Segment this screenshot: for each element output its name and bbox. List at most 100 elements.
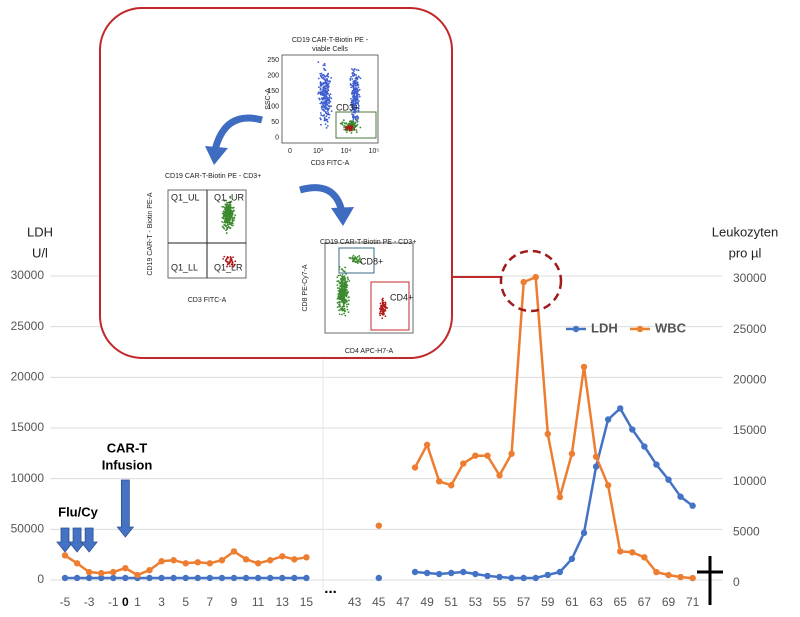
cyto-dot <box>342 278 345 280</box>
cyto-dot <box>324 105 327 108</box>
series-marker <box>230 548 238 555</box>
cyto-dot <box>347 299 350 302</box>
cyto-dot <box>324 107 327 110</box>
inset-text: 10⁴ <box>341 148 352 155</box>
cyto-dot <box>350 132 353 134</box>
cyto-dot <box>229 260 231 263</box>
cyto-dot <box>323 110 326 112</box>
inset-text: Q1_UR <box>214 192 245 202</box>
cyto-dot <box>320 93 323 95</box>
cyto-dot <box>357 89 360 92</box>
series-marker <box>182 560 189 567</box>
series-marker <box>73 560 81 567</box>
inset-text: CD4 APC-H7-A <box>345 348 394 355</box>
cyto-dot <box>225 199 228 202</box>
cyto-dot <box>349 77 352 80</box>
cyto-dot <box>233 219 235 222</box>
cyto-dot <box>349 129 352 132</box>
x-tick-label: 45 <box>372 595 386 609</box>
annotation: Flu/Cy <box>58 504 98 519</box>
cyto-dot <box>327 108 330 111</box>
series-marker <box>641 443 648 450</box>
y-tick-label: 20000 <box>11 370 45 384</box>
x-tick-label: 71 <box>686 595 700 609</box>
series-marker <box>617 548 624 555</box>
cyto-dot <box>355 73 358 76</box>
inset-text: 0 <box>275 134 279 141</box>
cyto-dot <box>222 257 225 260</box>
inset-text: 50 <box>271 119 279 126</box>
cyto-dot <box>386 307 389 309</box>
cyto-dot <box>379 314 382 317</box>
cyto-dot <box>351 107 354 110</box>
series-marker <box>279 553 286 560</box>
cyto-dot <box>224 220 226 222</box>
car-t-arrow <box>116 479 135 538</box>
y-tick-label: 0 <box>37 572 44 586</box>
cyto-dot <box>231 217 234 220</box>
cyto-dot <box>326 113 329 116</box>
inset-text: CD19 CAR-T-Biotin PE - <box>292 37 369 44</box>
cyto-dot <box>345 295 348 298</box>
cyto-dot <box>342 305 345 308</box>
cyto-dot <box>322 81 325 84</box>
cyto-dot <box>232 256 235 259</box>
cyto-dot <box>353 73 356 76</box>
cyto-dot <box>384 303 387 306</box>
cyto-dot <box>382 313 384 316</box>
cyto-dot <box>384 307 387 309</box>
inset-text: 10³ <box>313 148 324 155</box>
cyto-dot <box>355 102 358 104</box>
flu-cy-arrow <box>80 527 98 553</box>
cyto-dot <box>328 82 330 85</box>
cyto-dot <box>317 92 320 95</box>
cyto-dot <box>223 199 226 202</box>
cyto-dot <box>324 102 326 105</box>
cyto-dot <box>356 81 359 84</box>
cyto-dot <box>326 120 329 123</box>
cyto-dot <box>354 98 357 101</box>
cyto-dot <box>355 81 357 84</box>
cyto-dot <box>353 106 356 109</box>
cyto-dot <box>324 123 327 126</box>
cyto-dot <box>346 303 348 306</box>
series-marker <box>194 574 201 582</box>
cyto-dot <box>232 210 235 213</box>
cyto-dot <box>354 84 357 87</box>
series-marker <box>532 574 539 582</box>
cyto-dot <box>356 84 359 87</box>
cyto-dot <box>222 205 225 208</box>
cyto-dot <box>228 218 231 221</box>
series-marker <box>61 552 69 559</box>
cyto-dot <box>382 299 385 302</box>
cyto-dot <box>349 125 352 128</box>
series-marker <box>279 574 286 582</box>
cyto-dot <box>347 278 350 281</box>
cyto-dot <box>351 122 354 125</box>
cyto-dot <box>319 88 322 91</box>
cyto-dot <box>356 77 359 80</box>
cyto-dot <box>319 74 322 77</box>
annotation: Infusion <box>102 457 153 472</box>
cyto-dot <box>326 103 328 106</box>
cyto-dot <box>327 75 330 78</box>
series-marker <box>170 557 177 564</box>
cyto-dot <box>229 256 232 258</box>
cyto-dot <box>318 86 320 89</box>
cyto-dot <box>351 105 353 107</box>
y2-axis-label: pro µl <box>729 245 762 260</box>
cyto-dot <box>351 72 354 75</box>
cyto-dot <box>326 73 329 76</box>
cyto-dot <box>357 111 359 113</box>
cyto-dot <box>231 263 234 266</box>
cyto-dot <box>344 277 347 280</box>
cyto-dot <box>355 91 358 93</box>
cyto-dot <box>353 96 356 99</box>
cyto-dot <box>317 77 320 80</box>
cyto-dot <box>341 287 344 289</box>
inset-text: 100 <box>267 103 279 110</box>
cyto-dot <box>352 101 355 104</box>
cyto-dot <box>327 89 330 92</box>
x-tick-label: 47 <box>396 595 410 609</box>
cyto-dot <box>223 227 226 230</box>
